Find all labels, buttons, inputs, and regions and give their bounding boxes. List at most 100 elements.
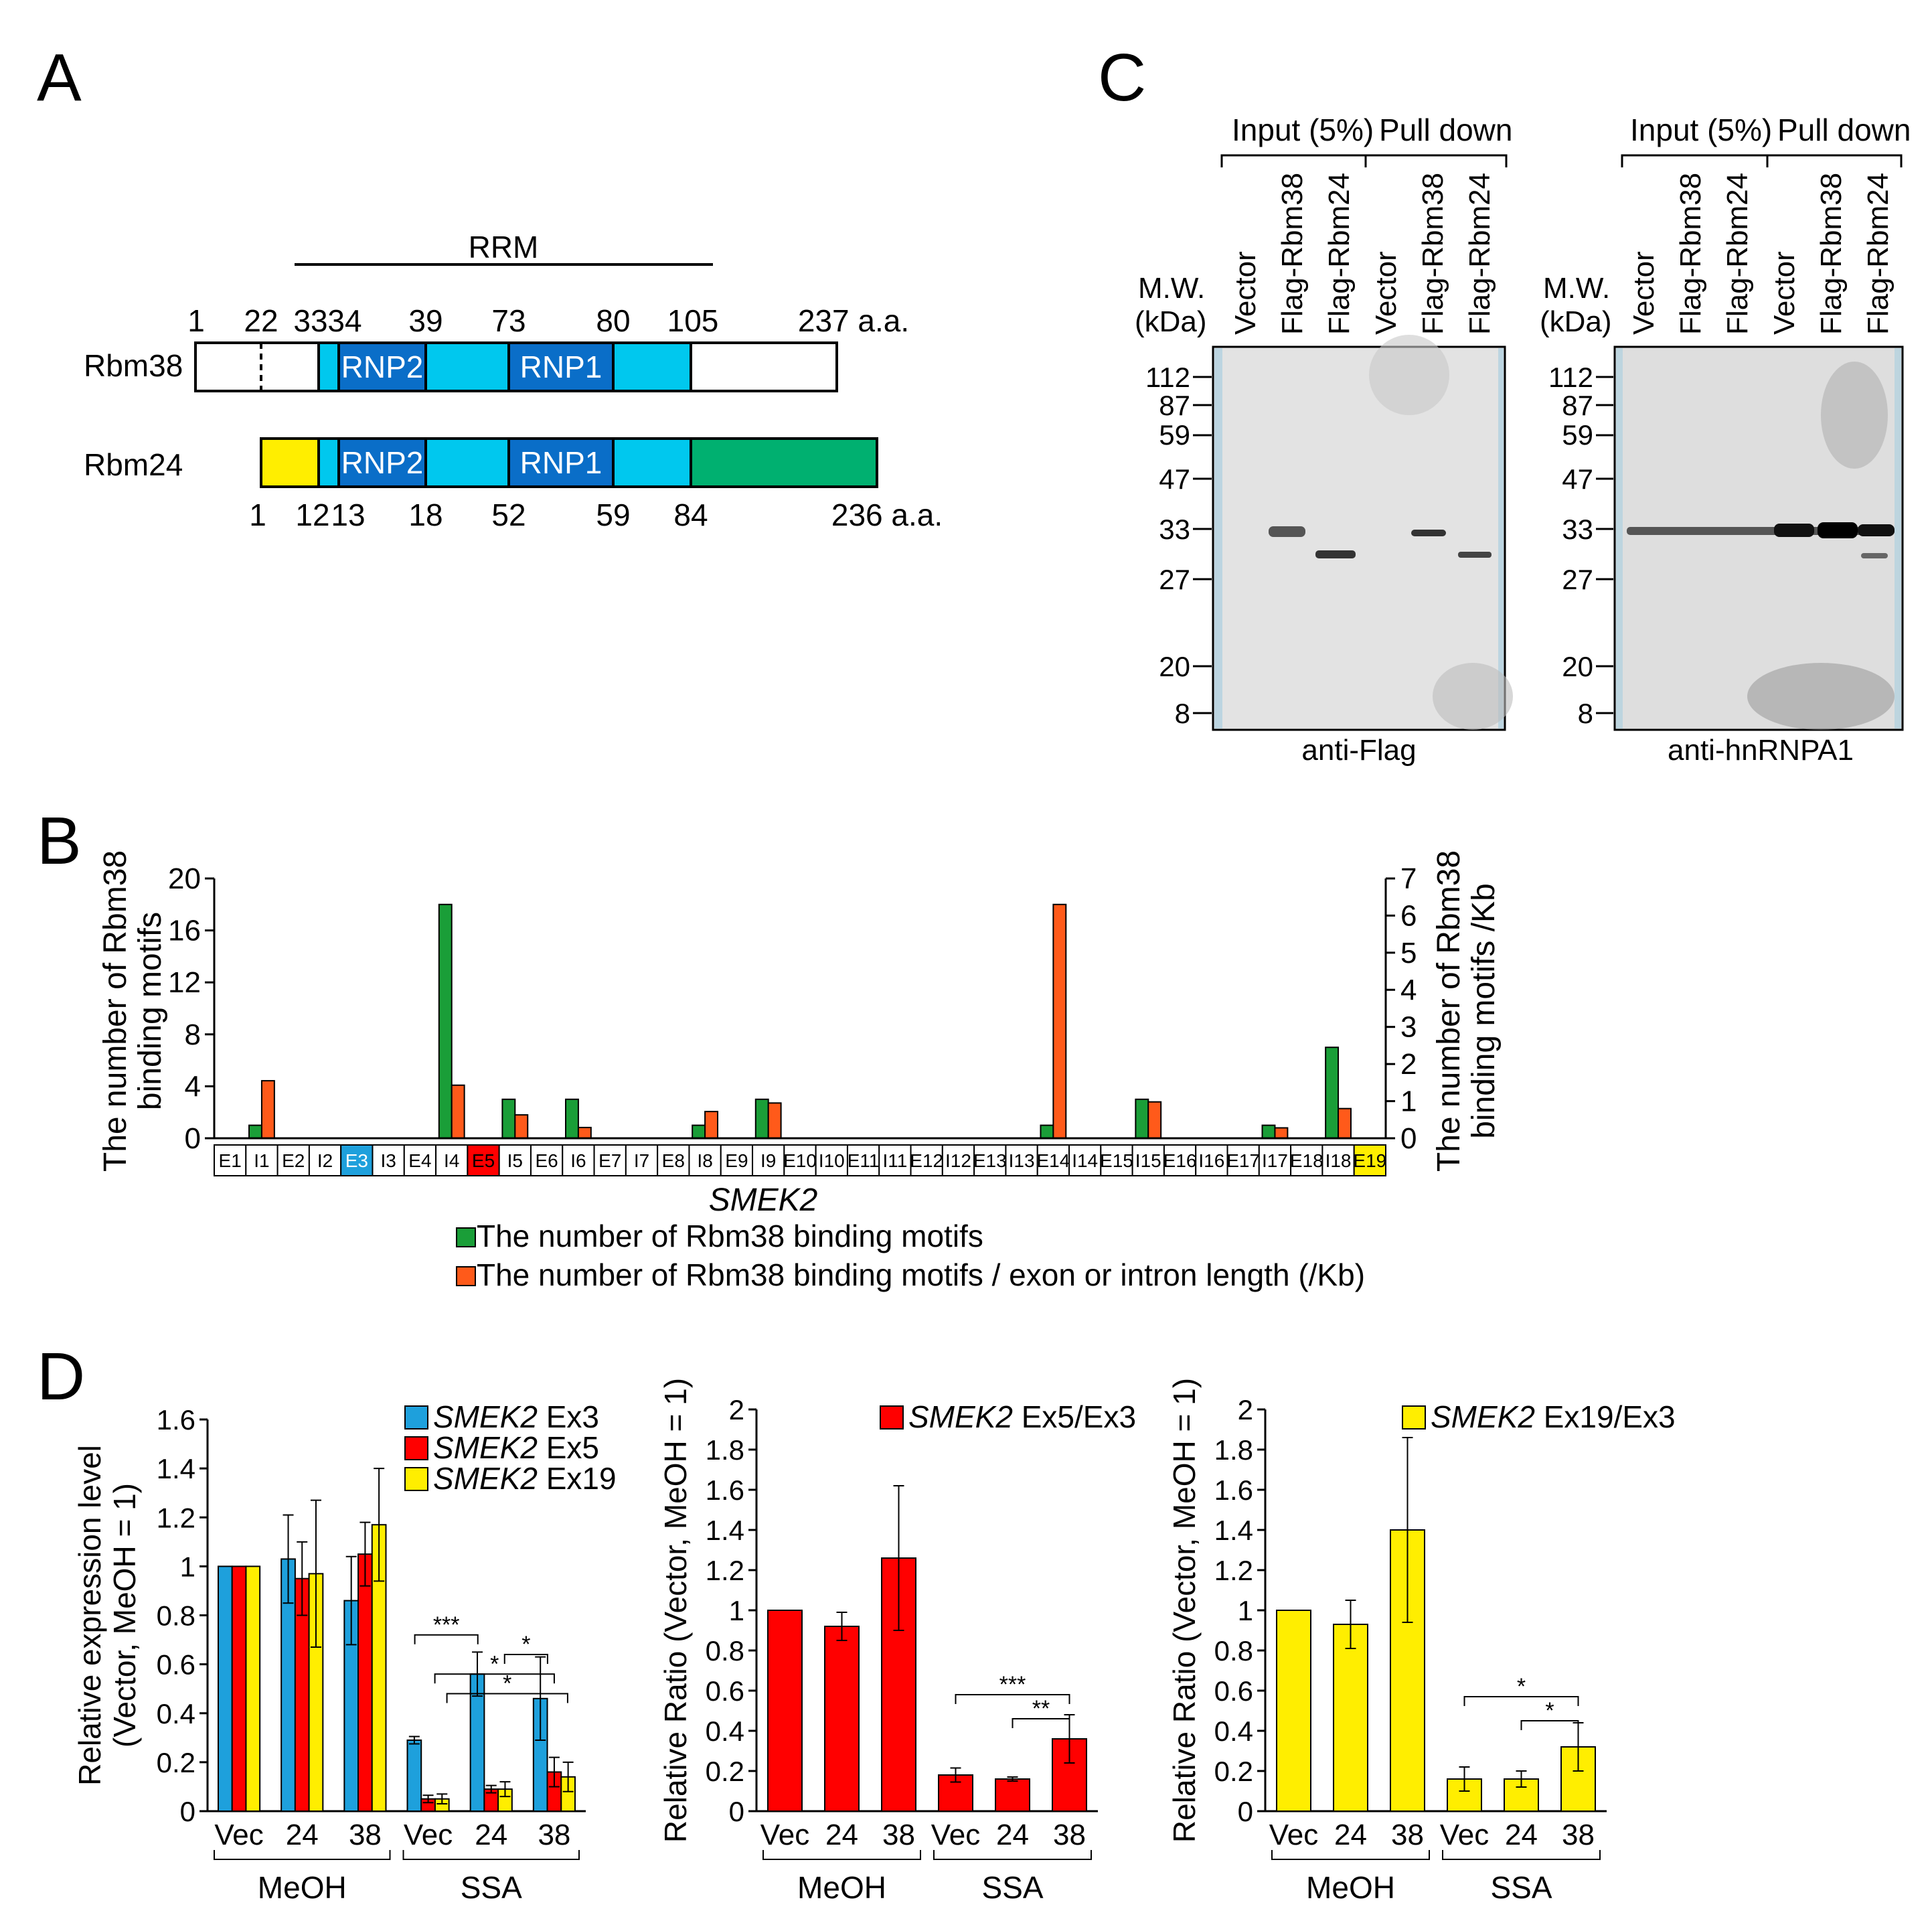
gene-segment-label: E1 [219,1150,242,1171]
gene-segment [688,1144,722,1176]
significance-label: * [490,1651,499,1677]
gene-segment [530,1144,564,1176]
bar-motif-density [704,1111,719,1140]
y-tick-label-right: 7 [1400,862,1417,895]
gene-segment [657,1144,690,1176]
gene-segment-label: E18 [1290,1150,1323,1171]
group-input-label: Input (5%) [1630,112,1772,147]
gene-segment-label: E14 [1036,1150,1070,1171]
y-tick-label-left: 4 [185,1070,201,1103]
group-pulldown-label: Pull down [1777,112,1911,147]
y-axis-title-right: The number of Rbm38 [1431,850,1467,1172]
marker: 47 [1562,463,1593,495]
y-tick-label: 1.4 [706,1515,744,1546]
y-tick-label: 0.6 [1214,1675,1253,1707]
gene-segment [467,1144,500,1176]
y-tick-label-right: 3 [1400,1011,1417,1044]
legend-label: SMEK2 Ex5/Ex3 [908,1399,1136,1434]
y-tick-label: 0 [1238,1796,1253,1827]
gene-segment [752,1144,785,1176]
gene-segment [910,1144,943,1176]
group-input-label: Input (5%) [1232,112,1374,147]
bar [231,1565,247,1812]
x-tick-label: 24 [825,1819,858,1851]
y-tick-label-right: 2 [1400,1048,1417,1081]
group-label: MeOH [1306,1870,1395,1905]
y-axis-title-left: The number of Rbm38 [98,850,133,1172]
y-tick-label-right: 4 [1400,974,1417,1006]
x-tick-label: 24 [286,1819,319,1851]
lane-label: Flag-Rbm24 [1862,173,1895,335]
gene-segment-label: I16 [1198,1150,1224,1171]
marker-ticks [1193,376,1212,714]
significance-bracket [1463,1696,1579,1706]
lane-label: Flag-Rbm38 [1674,173,1707,335]
significance-bracket [1520,1720,1579,1730]
bar-motif-count [438,903,453,1140]
band [1269,526,1305,537]
rbm38-pos: 73 [491,303,526,338]
rbm24-name: Rbm24 [84,447,183,482]
gene-segment-label: E12 [910,1150,943,1171]
band [1315,550,1356,558]
mw-unit: (kDa) [1135,305,1207,338]
x-tick-label: 38 [349,1819,382,1851]
x-tick-label: 24 [475,1819,507,1851]
rbm24-pos: 59 [596,497,630,532]
gene-segment-label: E17 [1226,1150,1260,1171]
gene-segment-label: E19 [1353,1150,1386,1171]
bar-motif-density [767,1102,782,1140]
rbm38-pos: 1 [187,303,205,338]
blot1-label: anti-Flag [1301,734,1416,767]
gene-segment-label: E5 [472,1150,495,1171]
rbm38-pos: 22 [244,303,278,338]
gene-segment [720,1144,754,1176]
x-tick-label: Vec [1269,1819,1318,1851]
x-tick-label: 38 [538,1819,570,1851]
gene-segment-label: I3 [380,1150,396,1171]
rbm24-positions: 1 12 13 18 52 59 84 236 a.a. [249,497,943,532]
y-tick-label: 0.6 [706,1675,744,1707]
ladder-lane [1895,348,1901,728]
rbm24-pos: 13 [331,497,365,532]
gene-segment-label: E13 [973,1150,1007,1171]
group-bracket [1442,1850,1601,1860]
bar [767,1610,803,1812]
ladder-lane [1498,348,1504,728]
mw-label: M.W. [1543,272,1610,305]
mw-label: M.W. [1138,272,1205,305]
legend-swatch [1402,1405,1426,1430]
group-label: MeOH [258,1870,347,1905]
gene-segment [1068,1144,1102,1176]
y-tick-label: 0.2 [1214,1756,1253,1787]
x-tick-label: Vec [214,1819,263,1851]
rbm38-rnp2-label: RNP2 [341,350,424,384]
y-tick-label: 1 [180,1551,195,1582]
x-tick-label: 24 [996,1819,1029,1851]
gene-segment-label: E8 [662,1150,685,1171]
gene-segment-label: I17 [1262,1150,1288,1171]
group-label: SSA [981,1870,1043,1905]
y-tick-label: 1.2 [157,1502,195,1533]
rrm-label: RRM [469,230,539,264]
legend-label: SMEK2 Ex3 [433,1399,599,1434]
gene-segment [1290,1144,1323,1176]
gene-segment [593,1144,627,1176]
marker: 112 [1548,362,1593,393]
significance-label: ** [1032,1696,1050,1721]
y-tick-label-right: 1 [1400,1085,1417,1118]
x-axis-title: SMEK2 [709,1182,818,1218]
bar [824,1626,860,1812]
lane-label: Flag-Rbm24 [1463,173,1496,335]
significance-label: * [503,1671,511,1697]
gene-segment [340,1144,374,1176]
gene-segment-label: I5 [507,1150,523,1171]
marker: 8 [1175,698,1190,729]
bar [357,1553,373,1812]
panel-label-a: A [37,40,82,115]
bar [218,1565,233,1812]
lane-labels: Vector Flag-Rbm38 Flag-Rbm24 Vector Flag… [1229,173,1496,335]
ladder-lane [1616,348,1623,728]
legend-swatch [404,1436,428,1460]
